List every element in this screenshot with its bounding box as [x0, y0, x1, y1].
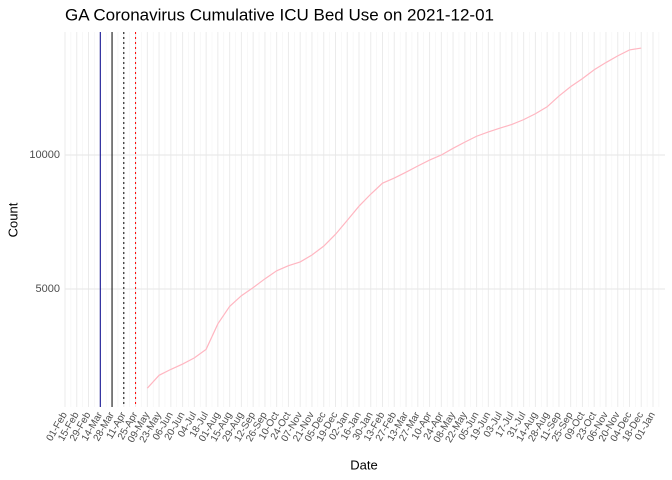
- data-line: [146, 47, 642, 389]
- x-axis-label: Date: [350, 457, 377, 472]
- y-tick-label: 10000: [29, 149, 60, 161]
- chart-title: GA Coronavirus Cumulative ICU Bed Use on…: [65, 5, 494, 24]
- grid: [64, 32, 665, 407]
- y-tick-label: 5000: [36, 283, 60, 295]
- y-axis-label: Count: [5, 202, 20, 237]
- marks: [99, 32, 642, 407]
